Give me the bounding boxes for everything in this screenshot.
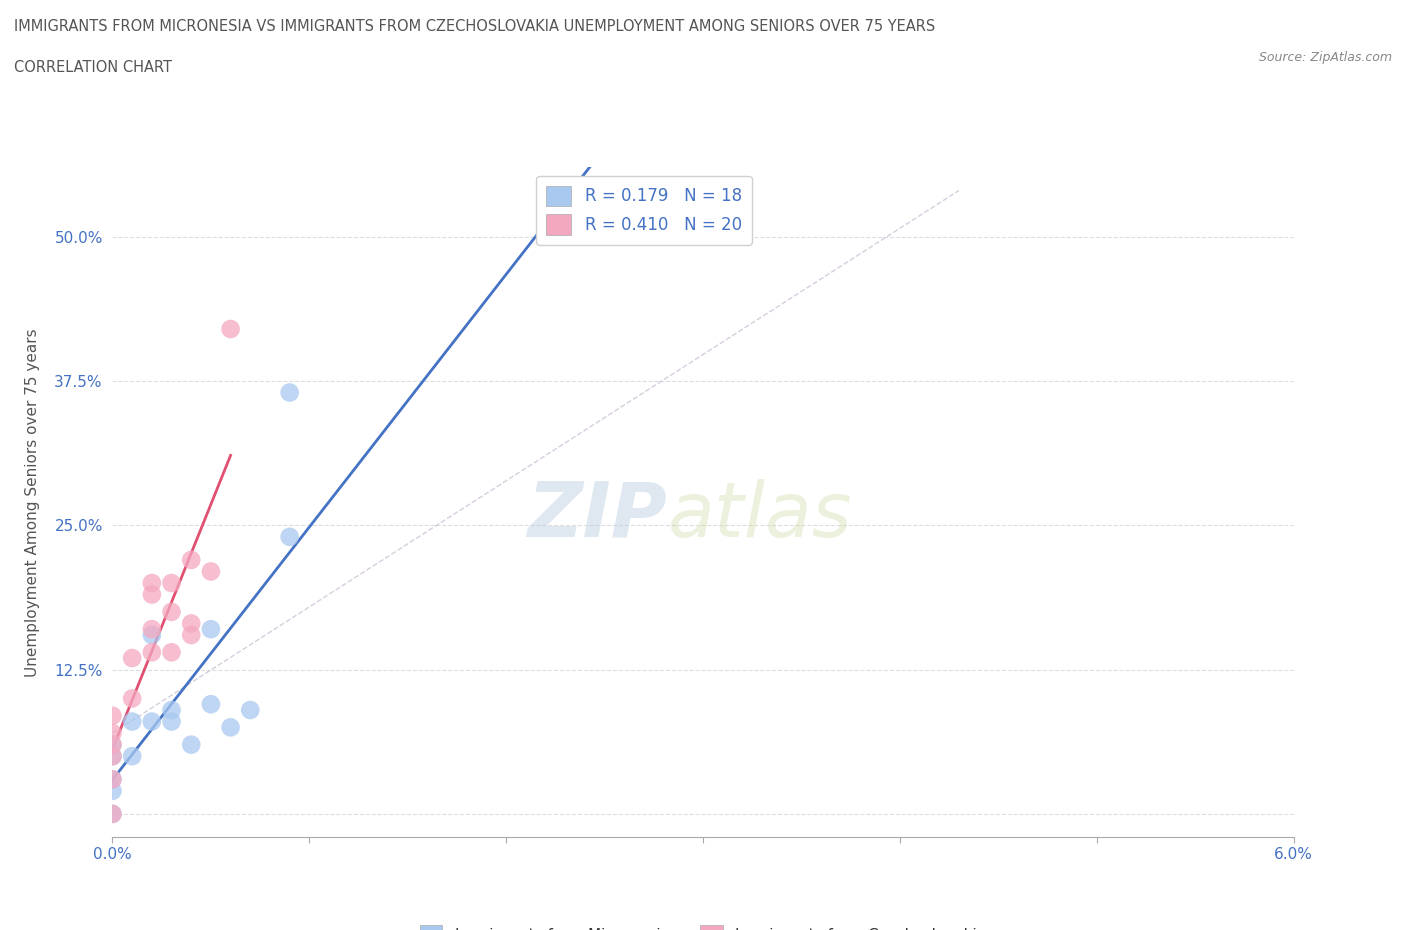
Point — [180, 737, 202, 752]
Point — [141, 576, 163, 591]
Point — [160, 702, 183, 717]
Point — [239, 702, 262, 717]
Point — [141, 628, 163, 643]
Point — [141, 622, 163, 637]
Y-axis label: Unemployment Among Seniors over 75 years: Unemployment Among Seniors over 75 years — [25, 328, 41, 676]
Point — [101, 772, 124, 787]
Point — [141, 714, 163, 729]
Point — [101, 783, 124, 798]
Point — [219, 322, 242, 337]
Point — [101, 749, 124, 764]
Point — [160, 644, 183, 659]
Point — [101, 737, 124, 752]
Point — [200, 564, 222, 578]
Text: IMMIGRANTS FROM MICRONESIA VS IMMIGRANTS FROM CZECHOSLOVAKIA UNEMPLOYMENT AMONG : IMMIGRANTS FROM MICRONESIA VS IMMIGRANTS… — [14, 19, 935, 33]
Point — [121, 691, 143, 706]
Point — [101, 725, 124, 740]
Point — [121, 714, 143, 729]
Point — [180, 552, 202, 567]
Point — [141, 587, 163, 602]
Point — [219, 720, 242, 735]
Text: ZIP: ZIP — [527, 479, 668, 552]
Text: Source: ZipAtlas.com: Source: ZipAtlas.com — [1258, 51, 1392, 64]
Point — [101, 749, 124, 764]
Point — [278, 529, 301, 544]
Point — [200, 697, 222, 711]
Point — [200, 622, 222, 637]
Point — [101, 709, 124, 724]
Point — [160, 576, 183, 591]
Point — [101, 806, 124, 821]
Point — [160, 714, 183, 729]
Legend: Immigrants from Micronesia, Immigrants from Czechoslovakia: Immigrants from Micronesia, Immigrants f… — [413, 919, 993, 930]
Point — [121, 651, 143, 666]
Point — [101, 737, 124, 752]
Text: CORRELATION CHART: CORRELATION CHART — [14, 60, 172, 75]
Point — [278, 385, 301, 400]
Point — [180, 616, 202, 631]
Point — [101, 806, 124, 821]
Text: atlas: atlas — [668, 479, 852, 552]
Point — [101, 772, 124, 787]
Point — [160, 604, 183, 619]
Point — [141, 644, 163, 659]
Point — [180, 628, 202, 643]
Point — [121, 749, 143, 764]
